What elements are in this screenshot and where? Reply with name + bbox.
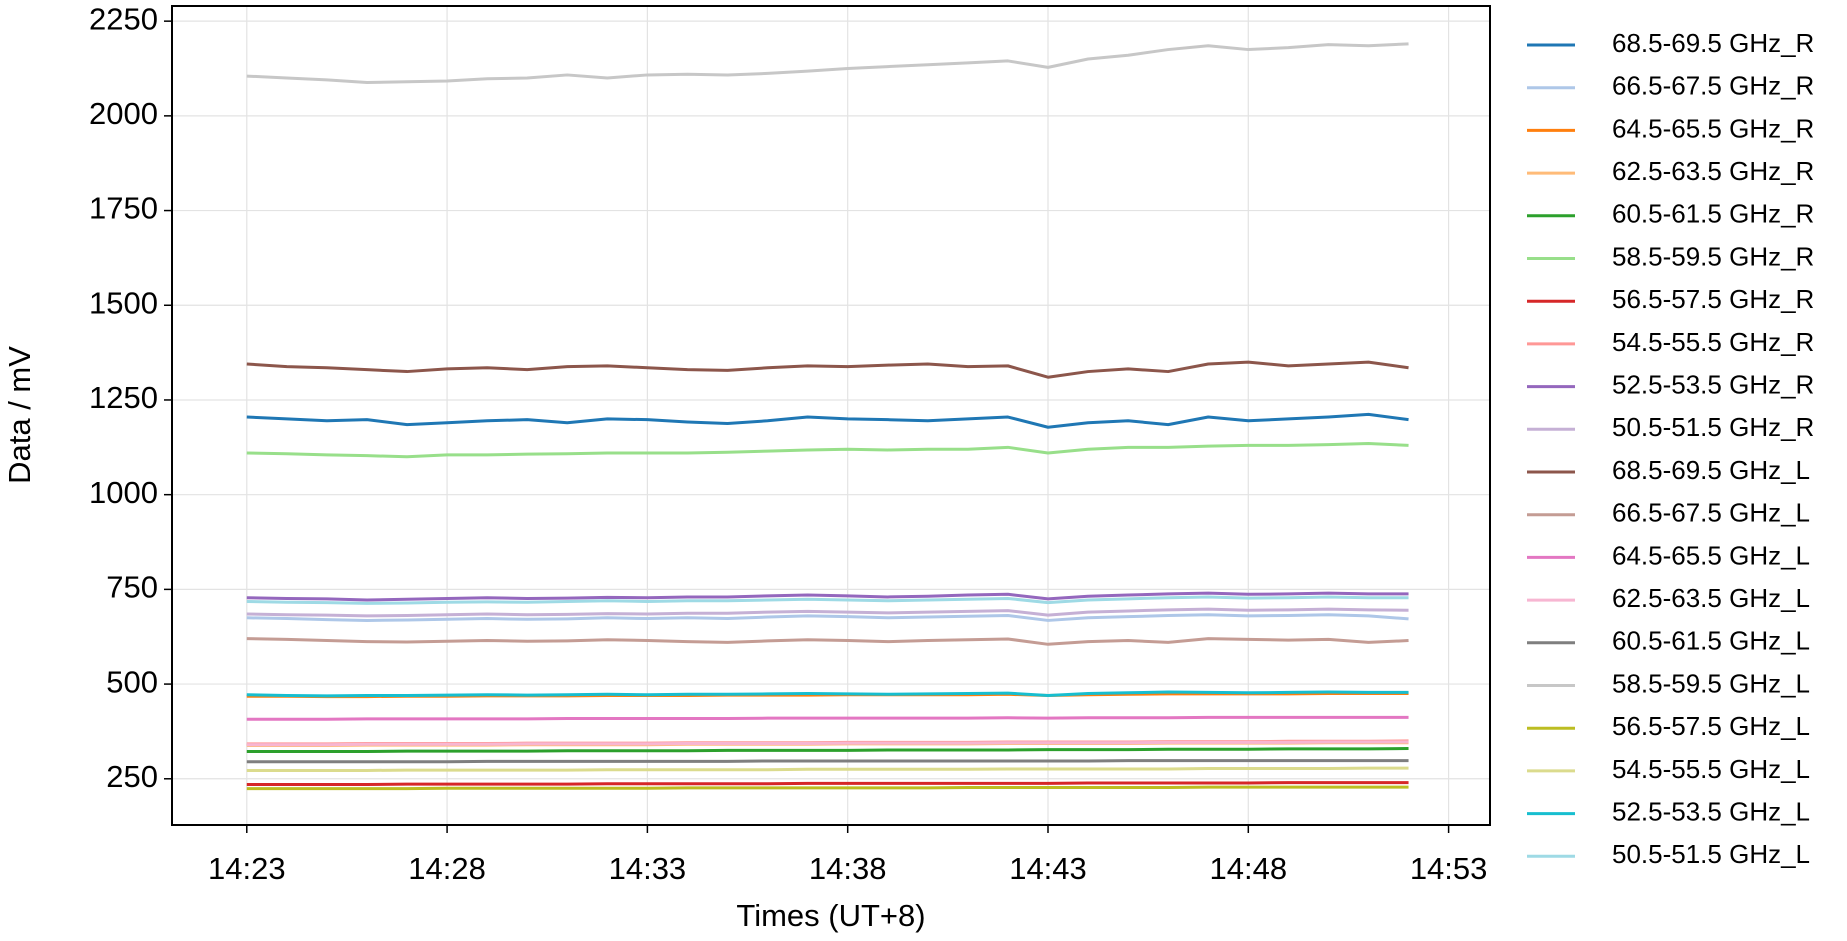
- y-tick-label: 1000: [89, 475, 158, 510]
- y-tick-label: 2000: [89, 96, 158, 131]
- legend-label: 60.5-61.5 GHz_L: [1612, 626, 1810, 656]
- legend-label: 60.5-61.5 GHz_R: [1612, 199, 1814, 229]
- legend-label: 64.5-65.5 GHz_L: [1612, 540, 1810, 570]
- legend-label: 62.5-63.5 GHz_R: [1612, 156, 1814, 186]
- series-line: [246, 715, 1409, 721]
- series-line: [246, 595, 1409, 605]
- legend-label: 54.5-55.5 GHz_R: [1612, 327, 1814, 357]
- series-line: [246, 442, 1409, 459]
- x-tick-label: 14:53: [1410, 851, 1488, 886]
- legend-label: 62.5-63.5 GHz_L: [1612, 583, 1810, 613]
- y-tick-label: 1750: [89, 191, 158, 226]
- series-line: [246, 781, 1409, 786]
- legend-label: 56.5-57.5 GHz_L: [1612, 711, 1810, 741]
- legend-label: 66.5-67.5 GHz_L: [1612, 498, 1810, 528]
- legend-label: 66.5-67.5 GHz_R: [1612, 71, 1814, 101]
- y-tick-label: 750: [106, 570, 158, 605]
- series-line: [246, 412, 1409, 429]
- legend-label: 52.5-53.5 GHz_R: [1612, 369, 1814, 399]
- x-axis-label: Times (UT+8): [736, 898, 925, 933]
- series-line: [246, 637, 1409, 646]
- legend-label: 64.5-65.5 GHz_R: [1612, 113, 1814, 143]
- series-line: [246, 42, 1409, 85]
- series-line: [246, 607, 1409, 618]
- series-line: [246, 759, 1409, 764]
- series-line: [246, 766, 1409, 772]
- x-tick-label: 14:28: [408, 851, 486, 886]
- y-axis-label: Data / mV: [2, 346, 37, 484]
- legend-label: 50.5-51.5 GHz_R: [1612, 412, 1814, 442]
- y-tick-label: 250: [106, 759, 158, 794]
- legend-label: 56.5-57.5 GHz_R: [1612, 284, 1814, 314]
- legend-label: 58.5-59.5 GHz_R: [1612, 241, 1814, 271]
- plot-frame: [171, 5, 1491, 826]
- series-line: [246, 746, 1409, 754]
- series-line: [246, 740, 1409, 747]
- legend-label: 50.5-51.5 GHz_L: [1612, 839, 1810, 869]
- series-line: [246, 690, 1409, 698]
- x-tick-label: 14:33: [609, 851, 687, 886]
- series-line: [246, 591, 1409, 602]
- y-tick-label: 2250: [89, 1, 158, 36]
- legend-label: 52.5-53.5 GHz_L: [1612, 796, 1810, 826]
- x-tick-label: 14:23: [208, 851, 286, 886]
- x-tick-label: 14:43: [1009, 851, 1087, 886]
- legend-label: 68.5-69.5 GHz_R: [1612, 28, 1814, 58]
- grid: [172, 6, 1490, 825]
- legend-label: 68.5-69.5 GHz_L: [1612, 455, 1810, 485]
- series-line: [246, 785, 1409, 791]
- series-line: [246, 613, 1409, 622]
- y-tick-label: 1250: [89, 380, 158, 415]
- series-line: [246, 360, 1409, 379]
- y-tick-label: 1500: [89, 285, 158, 320]
- x-tick-label: 14:48: [1210, 851, 1288, 886]
- y-tick-label: 500: [106, 664, 158, 699]
- legend-label: 54.5-55.5 GHz_L: [1612, 754, 1810, 784]
- legend-label: 58.5-59.5 GHz_L: [1612, 668, 1810, 698]
- x-tick-label: 14:38: [809, 851, 887, 886]
